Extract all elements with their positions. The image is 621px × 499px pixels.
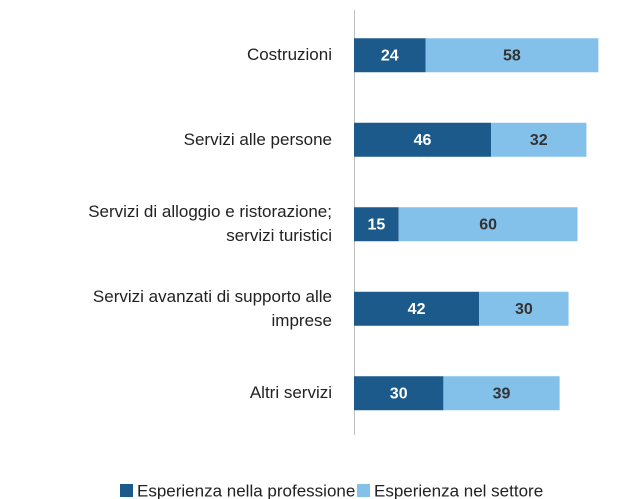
bar-segment: [398, 207, 578, 242]
value-label: 30: [390, 385, 408, 402]
category-label: Servizi avanzati di supporto alle impres…: [92, 286, 332, 330]
category-label: Servizi alle persone: [183, 129, 332, 149]
value-label: 58: [503, 47, 521, 64]
value-label: 24: [381, 47, 399, 64]
bar-segment: [354, 376, 444, 411]
value-label: 60: [479, 216, 497, 233]
bar-segment: [354, 122, 492, 157]
legend-label: Esperienza nel settore: [374, 481, 543, 499]
bar-segment: [354, 291, 480, 326]
legend-label: Esperienza nella professione: [137, 481, 355, 499]
legend-swatch: [357, 484, 370, 497]
bar-segment: [354, 207, 399, 242]
bar-segment: [425, 38, 599, 73]
value-label: 42: [408, 301, 426, 318]
category-label: Servizi di alloggio e ristorazione; serv…: [88, 202, 332, 246]
value-label: 39: [493, 385, 511, 402]
bar-segment: [479, 291, 569, 326]
bar-segment: [443, 376, 560, 411]
bar-segment: [354, 38, 426, 73]
value-label: 32: [530, 132, 548, 149]
value-label: 46: [414, 132, 432, 149]
bar-segment: [491, 122, 587, 157]
category-label: Altri servizi: [249, 383, 332, 403]
category-label: Costruzioni: [246, 45, 332, 65]
legend-swatch: [120, 484, 133, 497]
value-label: 30: [515, 301, 533, 318]
value-label: 15: [367, 216, 385, 233]
